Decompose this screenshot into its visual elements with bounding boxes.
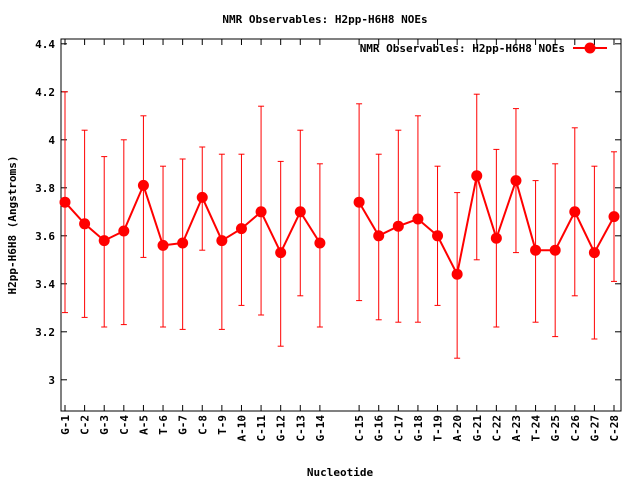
x-tick-label: A-5 xyxy=(137,415,150,435)
x-tick-label: C-17 xyxy=(392,415,405,442)
data-point xyxy=(490,232,502,244)
x-tick-label: G-14 xyxy=(314,415,327,442)
legend-marker xyxy=(584,42,596,54)
y-tick-label: 3 xyxy=(48,374,55,387)
data-point xyxy=(98,235,110,247)
x-tick-label: T-24 xyxy=(530,415,543,442)
x-tick-label: C-15 xyxy=(353,415,366,442)
x-tick-label: T-19 xyxy=(432,415,445,442)
x-tick-label: G-12 xyxy=(275,415,288,442)
data-point xyxy=(451,268,463,280)
legend: NMR Observables: H2pp-H6H8 NOEs xyxy=(360,42,607,55)
data-point xyxy=(196,191,208,203)
data-point xyxy=(392,220,404,232)
y-tick-label: 4.4 xyxy=(35,38,55,51)
x-tick-label: C-22 xyxy=(490,415,503,442)
y-tick-label: 3.4 xyxy=(35,278,55,291)
x-tick-label: G-7 xyxy=(177,415,190,435)
y-tick-label: 3.6 xyxy=(35,230,55,243)
data-point xyxy=(59,196,71,208)
x-tick-label: T-6 xyxy=(157,415,170,435)
plot-frame xyxy=(60,38,622,412)
data-point xyxy=(157,239,169,251)
x-tick-label: C-11 xyxy=(255,415,268,442)
y-axis-label: H2pp-H6H8 (Angstroms) xyxy=(6,155,19,294)
x-tick-label: G-27 xyxy=(588,415,601,442)
x-tick-label: C-26 xyxy=(569,415,582,442)
y-tick-label: 3.8 xyxy=(35,182,55,195)
x-tick-label: T-9 xyxy=(216,415,229,435)
data-point xyxy=(412,213,424,225)
data-point xyxy=(353,196,365,208)
y-tick-label: 4 xyxy=(48,134,55,147)
x-tick-label: A-23 xyxy=(510,415,523,442)
data-point xyxy=(608,211,620,223)
x-tick-label: C-8 xyxy=(196,415,209,435)
data-point xyxy=(235,223,247,235)
x-axis-label: Nucleotide xyxy=(307,466,374,479)
x-tick-label: C-2 xyxy=(79,415,92,435)
x-tick-label: C-4 xyxy=(118,415,131,435)
error-bars xyxy=(62,91,617,359)
chart-title: NMR Observables: H2pp-H6H8 NOEs xyxy=(222,13,427,26)
data-point xyxy=(588,247,600,259)
x-tick-label: G-1 xyxy=(59,415,72,435)
y-tick-label: 3.2 xyxy=(35,326,55,339)
data-point xyxy=(255,206,267,218)
data-point xyxy=(373,230,385,242)
x-tick-label: G-18 xyxy=(412,415,425,442)
data-point xyxy=(549,244,561,256)
x-tick-label: C-13 xyxy=(294,415,307,442)
y-axis-ticks: 3 3.2 3.4 3.6 3.8 4 4.2 4.4 xyxy=(35,38,621,387)
data-point xyxy=(294,206,306,218)
data-point xyxy=(530,244,542,256)
data-points xyxy=(59,170,620,280)
x-tick-label: A-10 xyxy=(235,415,248,442)
data-point xyxy=(569,206,581,218)
data-point xyxy=(432,230,444,242)
x-tick-label: C-28 xyxy=(608,415,621,442)
data-point xyxy=(177,237,189,249)
data-point xyxy=(216,235,228,247)
x-tick-label: G-25 xyxy=(549,415,562,442)
series-lines xyxy=(64,175,615,278)
x-tick-label: G-21 xyxy=(471,415,484,442)
data-point xyxy=(471,170,483,182)
x-axis-ticks: G-1 C-2 G-3 C-4 A-5 T-6 G-7 C-8 T-9 A-10 C-11 G-12 C… xyxy=(59,39,621,442)
x-tick-label: G-3 xyxy=(98,415,111,435)
data-point xyxy=(118,225,130,237)
data-point xyxy=(137,179,149,191)
data-point xyxy=(314,237,326,249)
legend-label: NMR Observables: H2pp-H6H8 NOEs xyxy=(360,42,565,55)
y-tick-label: 4.2 xyxy=(35,86,55,99)
data-point xyxy=(510,175,522,187)
x-tick-label: G-16 xyxy=(373,415,386,442)
data-point xyxy=(79,218,91,230)
data-point xyxy=(275,247,287,259)
x-tick-label: A-20 xyxy=(451,415,464,442)
